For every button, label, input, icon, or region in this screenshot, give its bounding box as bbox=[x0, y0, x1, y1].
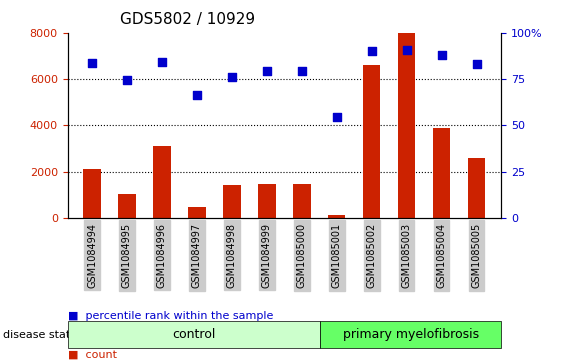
Text: control: control bbox=[172, 329, 216, 341]
Point bbox=[158, 59, 167, 65]
Text: ■  percentile rank within the sample: ■ percentile rank within the sample bbox=[68, 311, 273, 321]
Bar bbox=[223, 185, 240, 218]
Point bbox=[123, 77, 132, 83]
Point bbox=[332, 114, 341, 120]
Point bbox=[227, 74, 236, 79]
Bar bbox=[468, 158, 485, 218]
Bar bbox=[293, 184, 311, 218]
Bar bbox=[83, 169, 101, 218]
Bar bbox=[258, 184, 275, 218]
Point bbox=[367, 48, 376, 54]
Text: disease state ▶: disease state ▶ bbox=[3, 330, 89, 340]
Bar bbox=[188, 207, 205, 218]
Point bbox=[472, 61, 481, 67]
Point bbox=[402, 47, 411, 53]
Bar bbox=[153, 146, 171, 218]
Text: ■  count: ■ count bbox=[68, 349, 117, 359]
Text: GDS5802 / 10929: GDS5802 / 10929 bbox=[119, 12, 254, 27]
Bar bbox=[118, 193, 136, 218]
Bar bbox=[433, 127, 450, 218]
Point bbox=[87, 60, 96, 66]
Point bbox=[297, 68, 306, 74]
Bar bbox=[328, 215, 346, 218]
Bar bbox=[398, 33, 415, 218]
Point bbox=[262, 68, 271, 74]
Point bbox=[437, 52, 446, 58]
Point bbox=[193, 92, 202, 98]
Bar bbox=[363, 65, 381, 218]
Text: primary myelofibrosis: primary myelofibrosis bbox=[343, 329, 479, 341]
